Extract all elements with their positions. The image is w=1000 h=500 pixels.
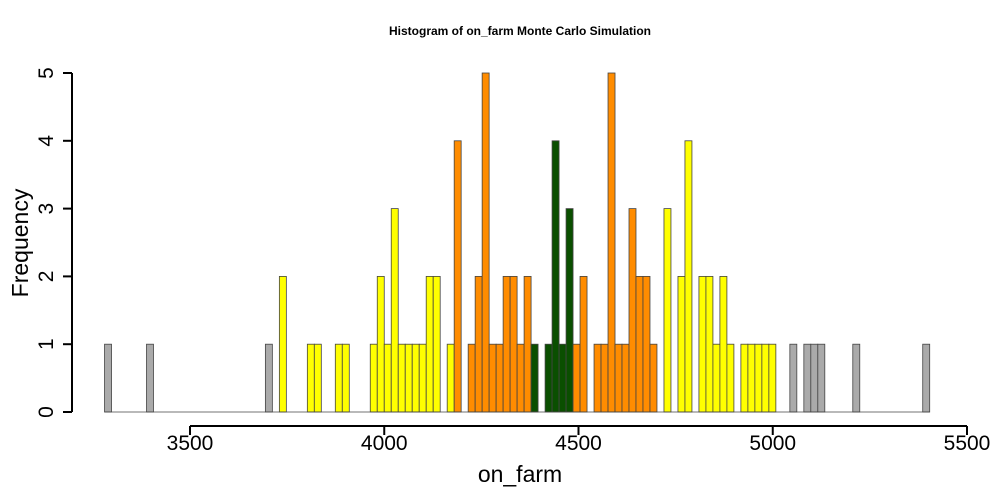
y-tick-label: 4 xyxy=(35,135,58,147)
y-tick-label: 3 xyxy=(35,203,58,215)
histogram-bar xyxy=(425,275,434,413)
histogram-bar xyxy=(516,343,525,413)
x-tick-label: 5500 xyxy=(944,432,991,455)
histogram-bar xyxy=(579,275,588,413)
histogram-bar xyxy=(432,275,441,413)
histogram-bar xyxy=(726,343,735,413)
y-tick-label: 5 xyxy=(35,67,58,79)
histogram-bar xyxy=(852,343,861,413)
histogram-bar xyxy=(418,343,427,413)
histogram-bar xyxy=(621,343,630,413)
histogram-bar xyxy=(768,343,777,413)
x-tick-label: 4000 xyxy=(361,432,408,455)
histogram-bar xyxy=(754,343,763,413)
chart-title: Histogram of on_farm Monte Carlo Simulat… xyxy=(389,24,651,38)
histogram-bar xyxy=(740,343,749,413)
histogram-bar xyxy=(635,275,644,413)
histogram-bar xyxy=(334,343,343,413)
histogram-bar xyxy=(803,343,812,413)
histogram-bar xyxy=(467,343,476,413)
histogram-bar xyxy=(922,343,931,413)
histogram-bar xyxy=(397,343,406,413)
x-axis-label: on_farm xyxy=(478,461,562,487)
histogram-bar xyxy=(600,343,609,413)
histogram-bar xyxy=(698,275,707,413)
histogram-bar xyxy=(558,343,567,413)
histogram-bar xyxy=(593,343,602,413)
histogram-bar xyxy=(146,343,154,413)
histogram-bar xyxy=(544,343,553,413)
histogram-bar xyxy=(684,140,693,413)
histogram-bar xyxy=(523,275,532,413)
histogram-bar xyxy=(488,343,497,413)
histogram-bar xyxy=(341,343,350,413)
histogram-bar xyxy=(369,343,378,413)
histogram-bar xyxy=(453,140,462,413)
x-tick-label: 4500 xyxy=(555,432,602,455)
histogram-bar xyxy=(817,343,826,413)
histogram-bar xyxy=(446,343,455,413)
histogram-bar xyxy=(551,140,560,413)
histogram-bar xyxy=(495,343,504,413)
histogram-bar xyxy=(474,275,483,413)
histogram-bar xyxy=(607,72,616,413)
histogram-bar xyxy=(313,343,322,413)
histogram-bar xyxy=(278,275,287,413)
histogram-bar xyxy=(376,275,385,413)
histogram-bar xyxy=(747,343,756,413)
histogram-bar xyxy=(481,72,490,413)
x-tick-label: 5000 xyxy=(749,432,796,455)
histogram-bar xyxy=(761,343,770,413)
histogram-bar xyxy=(565,208,574,413)
histogram-bar xyxy=(705,275,714,413)
histogram-bar xyxy=(383,343,392,413)
histogram-bar xyxy=(390,208,399,413)
histogram-bar xyxy=(810,343,819,413)
histogram-bar xyxy=(306,343,315,413)
histogram-bars xyxy=(104,72,931,413)
histogram-bar xyxy=(104,343,112,413)
histogram-bar xyxy=(628,208,637,413)
histogram-bar xyxy=(677,275,686,413)
histogram-bar xyxy=(404,343,413,413)
histogram-bar xyxy=(712,343,721,413)
histogram-bar xyxy=(572,343,581,413)
x-tick-label: 3500 xyxy=(167,432,214,455)
histogram-bar xyxy=(719,275,728,413)
y-tick-label: 1 xyxy=(35,338,58,350)
histogram-bar xyxy=(530,343,539,413)
histogram-bar xyxy=(411,343,420,413)
y-tick-label: 2 xyxy=(35,271,58,283)
histogram-bar xyxy=(789,343,798,413)
y-axis: 0 1 2 3 4 5 xyxy=(35,67,73,418)
histogram-bar xyxy=(509,275,518,413)
y-axis-label: Frequency xyxy=(7,188,33,297)
y-tick-label: 0 xyxy=(35,406,58,418)
histogram-bar xyxy=(614,343,623,413)
histogram-bar xyxy=(264,343,273,413)
x-axis: 3500 4000 4500 5000 5500 xyxy=(167,425,991,455)
histogram-bar xyxy=(502,275,511,413)
histogram-bar xyxy=(642,275,651,413)
histogram-bar xyxy=(663,208,672,413)
histogram-bar xyxy=(649,343,658,413)
